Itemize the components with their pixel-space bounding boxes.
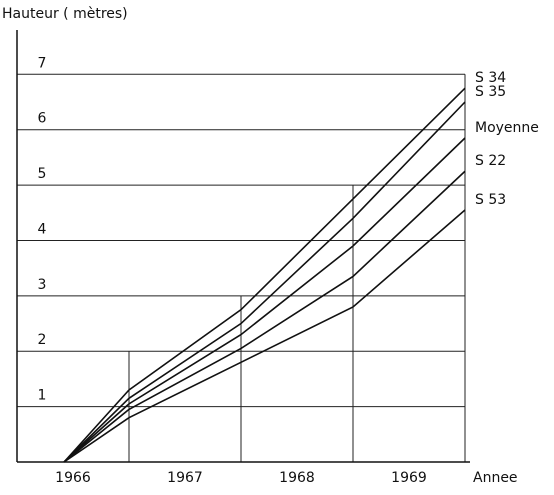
- series-line: [63, 170, 466, 463]
- series-line: [63, 137, 466, 463]
- series-label: S 34: [475, 70, 506, 86]
- x-tick-label: 1968: [279, 470, 315, 486]
- series-line: [63, 87, 466, 463]
- x-axis-label: Annee: [473, 470, 518, 486]
- series-label: S 53: [475, 192, 506, 208]
- y-tick-label: 4: [38, 221, 47, 237]
- series-line: [63, 209, 466, 463]
- x-tick-label: 1967: [167, 470, 203, 486]
- y-tick-label: 1: [38, 388, 47, 404]
- y-tick-label: 5: [38, 166, 47, 182]
- y-tick-label: 7: [38, 55, 47, 71]
- y-tick-label: 6: [38, 111, 47, 127]
- y-tick-label: 2: [38, 332, 47, 348]
- x-tick-label: 1969: [391, 470, 427, 486]
- y-tick-label: 3: [38, 277, 47, 293]
- y-axis-title: Hauteur ( mètres): [2, 6, 128, 22]
- series-line: [63, 101, 466, 463]
- series-label: S 35: [475, 84, 506, 100]
- series-label: Moyenne: [475, 120, 539, 136]
- series-label: S 22: [475, 153, 506, 169]
- x-tick-label: 1966: [55, 470, 91, 486]
